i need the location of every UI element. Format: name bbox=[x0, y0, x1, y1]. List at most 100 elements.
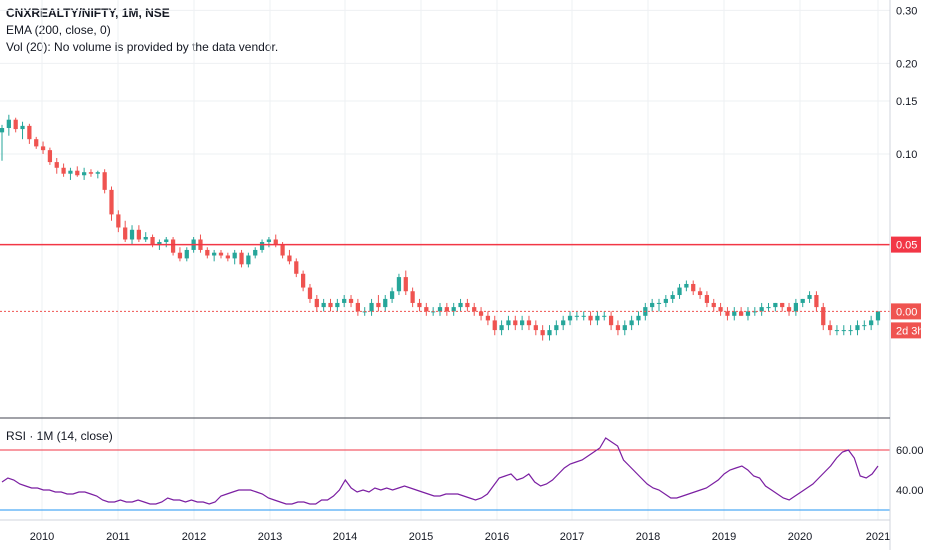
candle-body bbox=[212, 252, 217, 256]
candle-body bbox=[20, 125, 25, 130]
candle-body bbox=[307, 287, 313, 299]
candle-body bbox=[13, 119, 18, 130]
symbol-title[interactable]: CNXREALTY/NIFTY, 1M, NSE bbox=[6, 6, 170, 20]
candle-body bbox=[170, 239, 176, 253]
candle-body bbox=[164, 239, 169, 243]
price-tick-label: 0.15 bbox=[896, 96, 917, 108]
time-tick-label: 2012 bbox=[182, 531, 206, 543]
candle-body bbox=[581, 315, 586, 317]
candle-body bbox=[520, 320, 525, 326]
time-tick-label: 2018 bbox=[636, 531, 660, 543]
candle-body bbox=[6, 119, 11, 129]
candle-body bbox=[691, 283, 696, 292]
candle-body bbox=[478, 311, 484, 316]
time-tick-label: 2020 bbox=[788, 531, 812, 543]
candle-body bbox=[239, 252, 244, 265]
candle-body bbox=[615, 325, 621, 331]
time-tick-label: 2016 bbox=[485, 531, 509, 543]
candle-body bbox=[739, 311, 744, 316]
candle-body bbox=[287, 255, 292, 262]
candle-body bbox=[492, 320, 497, 331]
candle-body bbox=[253, 249, 258, 256]
candle-body bbox=[273, 239, 278, 245]
price-tick-label: 0.30 bbox=[896, 5, 917, 17]
candle-body bbox=[834, 330, 840, 332]
candle-body bbox=[704, 295, 710, 303]
candle-body bbox=[458, 302, 463, 308]
candle-body bbox=[218, 252, 224, 256]
candle-body bbox=[526, 320, 532, 326]
candle-body bbox=[88, 172, 94, 174]
candlestick-series bbox=[0, 114, 881, 341]
price-badges: 0.05 0.00 2d 3h bbox=[891, 236, 924, 339]
candle-body bbox=[136, 229, 141, 240]
candle-body bbox=[875, 311, 881, 321]
candle-body bbox=[554, 325, 559, 331]
candle-body bbox=[807, 295, 812, 299]
candle-body bbox=[75, 170, 80, 176]
candle-body bbox=[732, 311, 737, 316]
candle-body bbox=[47, 150, 53, 163]
candle-body bbox=[314, 298, 319, 308]
bar-countdown-badge: 2d 3h bbox=[896, 325, 924, 337]
line-price-badge-bg bbox=[891, 236, 921, 253]
candle-body bbox=[841, 330, 846, 332]
time-tick-label: 2010 bbox=[30, 531, 54, 543]
candle-body bbox=[759, 307, 764, 312]
line-price-badge: 0.05 bbox=[896, 240, 917, 252]
candle-body bbox=[417, 302, 422, 308]
rsi-tick-label: 40.00 bbox=[896, 485, 924, 497]
candle-body bbox=[410, 291, 415, 303]
candle-body bbox=[506, 320, 511, 326]
candle-body bbox=[403, 277, 408, 292]
candle-body bbox=[862, 325, 867, 327]
candle-body bbox=[561, 320, 566, 326]
candle-body bbox=[574, 315, 579, 317]
ema-indicator-label[interactable]: EMA (200, close, 0) bbox=[6, 23, 111, 37]
price-tick-label: 0.10 bbox=[896, 149, 917, 161]
candle-body bbox=[588, 315, 593, 321]
candle-body bbox=[396, 277, 402, 292]
candle-body bbox=[102, 172, 107, 190]
candle-body bbox=[389, 291, 395, 299]
candle-body bbox=[40, 146, 46, 151]
candle-body bbox=[650, 302, 655, 308]
candle-body bbox=[355, 302, 360, 312]
candle-body bbox=[499, 325, 504, 331]
candle-body bbox=[27, 125, 32, 140]
candle-body bbox=[472, 307, 477, 312]
candle-body bbox=[116, 214, 121, 228]
candle-body bbox=[636, 315, 641, 321]
time-axis: 2010 2011 2012 2013 2014 2015 2016 2017 2018 2019… bbox=[30, 531, 890, 543]
candle-body bbox=[232, 252, 237, 259]
time-tick-label: 2021 bbox=[866, 531, 890, 543]
candle-body bbox=[827, 325, 833, 331]
candle-body bbox=[184, 249, 189, 259]
candle-body bbox=[684, 283, 689, 288]
last-price-badge: 0.00 bbox=[896, 306, 917, 318]
time-tick-label: 2013 bbox=[258, 531, 282, 543]
candle-body bbox=[793, 302, 798, 312]
candle-body bbox=[301, 273, 306, 288]
candle-body bbox=[773, 302, 778, 308]
candle-body bbox=[266, 239, 272, 243]
candle-body bbox=[547, 330, 552, 336]
candle-body bbox=[335, 302, 340, 308]
rsi-legend[interactable]: RSI · 1M (14, close) bbox=[6, 429, 113, 443]
candle-body bbox=[82, 172, 87, 176]
rsi-pane: 60.00 40.00 bbox=[0, 437, 924, 511]
candle-body bbox=[814, 295, 819, 308]
candle-body bbox=[567, 315, 573, 321]
candle-body bbox=[0, 128, 5, 133]
candle-body bbox=[205, 249, 210, 256]
candle-body bbox=[533, 325, 538, 331]
volume-indicator-label[interactable]: Vol (20): No volume is provided by the d… bbox=[6, 40, 279, 54]
candle-body bbox=[451, 307, 456, 312]
candle-body bbox=[752, 311, 757, 313]
candle-body bbox=[150, 236, 155, 245]
candle-body bbox=[821, 307, 826, 326]
candle-body bbox=[780, 302, 785, 308]
time-tick-label: 2014 bbox=[333, 531, 357, 543]
time-tick-label: 2011 bbox=[106, 531, 130, 543]
